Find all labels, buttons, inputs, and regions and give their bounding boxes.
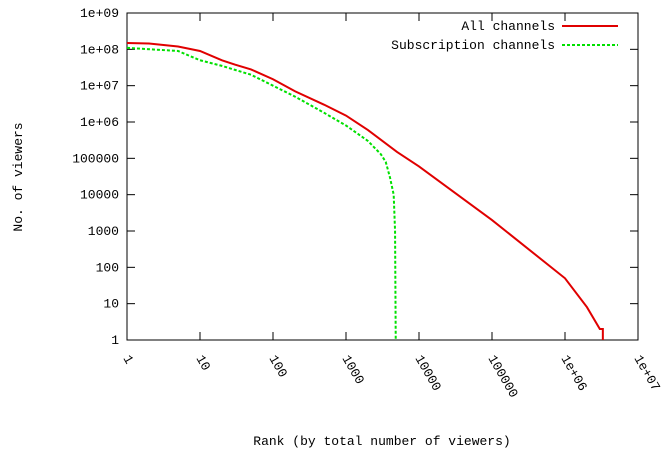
x-tick-label: 1e+06	[558, 353, 590, 394]
y-tick-label: 1e+08	[80, 42, 119, 57]
y-tick-label: 10	[103, 297, 119, 312]
legend-label: All channels	[461, 19, 555, 34]
y-axis-label: No. of viewers	[11, 122, 26, 231]
y-tick-label: 1e+06	[80, 115, 119, 130]
x-tick-label: 100	[266, 353, 291, 381]
x-tick-label: 10	[193, 353, 214, 374]
plot-border	[126, 12, 639, 341]
series-line	[126, 46, 397, 341]
y-tick-label: 100000	[72, 151, 119, 166]
legend-label: Subscription channels	[391, 38, 555, 53]
x-tick-label: 100000	[485, 353, 521, 401]
y-tick-label: 10000	[80, 188, 119, 203]
y-tick-label: 1e+09	[80, 6, 119, 21]
series-line	[126, 41, 604, 340]
x-tick-label: 10000	[412, 353, 444, 394]
y-tick-label: 1000	[88, 224, 119, 239]
x-tick-label: 1e+07	[631, 353, 663, 394]
x-tick-label: 1	[120, 353, 137, 367]
x-tick-label: 1000	[339, 353, 368, 388]
x-axis-label: Rank (by total number of viewers)	[253, 434, 510, 449]
y-tick-label: 1	[111, 333, 119, 348]
y-tick-label: 1e+07	[80, 79, 119, 94]
y-tick-label: 100	[96, 260, 119, 275]
